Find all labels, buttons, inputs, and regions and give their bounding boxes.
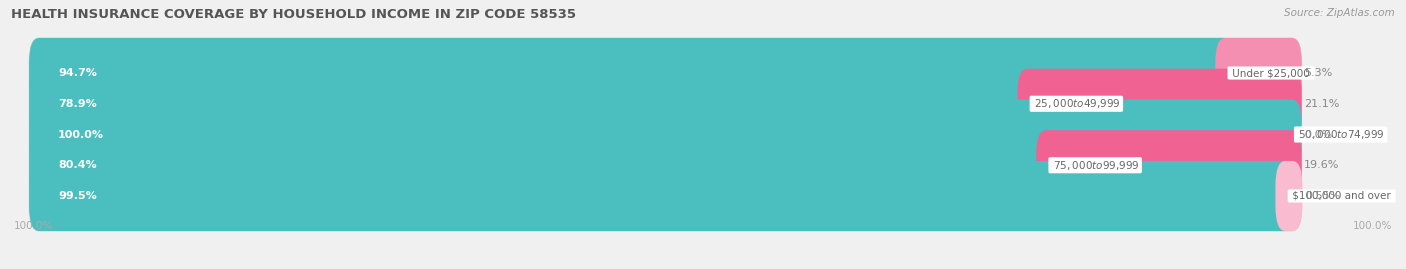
FancyBboxPatch shape xyxy=(30,69,1038,139)
FancyBboxPatch shape xyxy=(1018,69,1302,139)
FancyBboxPatch shape xyxy=(30,100,1302,169)
Text: HEALTH INSURANCE COVERAGE BY HOUSEHOLD INCOME IN ZIP CODE 58535: HEALTH INSURANCE COVERAGE BY HOUSEHOLD I… xyxy=(11,8,576,21)
Text: Under $25,000: Under $25,000 xyxy=(1229,68,1313,78)
Text: 80.4%: 80.4% xyxy=(58,160,97,170)
FancyBboxPatch shape xyxy=(1036,130,1302,200)
Text: 100.0%: 100.0% xyxy=(58,129,104,140)
Text: 21.1%: 21.1% xyxy=(1305,99,1340,109)
FancyBboxPatch shape xyxy=(30,161,1302,231)
FancyBboxPatch shape xyxy=(30,161,1295,231)
Text: 100.0%: 100.0% xyxy=(1353,221,1392,231)
FancyBboxPatch shape xyxy=(1275,161,1302,231)
Text: $25,000 to $49,999: $25,000 to $49,999 xyxy=(1031,97,1122,110)
Text: 19.6%: 19.6% xyxy=(1305,160,1340,170)
Text: 0.0%: 0.0% xyxy=(1305,129,1333,140)
Text: Source: ZipAtlas.com: Source: ZipAtlas.com xyxy=(1284,8,1395,18)
FancyBboxPatch shape xyxy=(1215,38,1302,108)
FancyBboxPatch shape xyxy=(30,130,1302,200)
Text: $75,000 to $99,999: $75,000 to $99,999 xyxy=(1050,159,1140,172)
FancyBboxPatch shape xyxy=(30,130,1056,200)
Text: $50,000 to $74,999: $50,000 to $74,999 xyxy=(1295,128,1386,141)
Text: 94.7%: 94.7% xyxy=(58,68,97,78)
FancyBboxPatch shape xyxy=(30,100,1302,169)
Text: 78.9%: 78.9% xyxy=(58,99,97,109)
FancyBboxPatch shape xyxy=(30,38,1302,108)
Text: 100.0%: 100.0% xyxy=(14,221,53,231)
FancyBboxPatch shape xyxy=(30,69,1302,139)
Text: 99.5%: 99.5% xyxy=(58,191,97,201)
FancyBboxPatch shape xyxy=(30,38,1236,108)
Text: $100,000 and over: $100,000 and over xyxy=(1289,191,1395,201)
Text: 5.3%: 5.3% xyxy=(1305,68,1333,78)
Text: 0.55%: 0.55% xyxy=(1305,191,1340,201)
